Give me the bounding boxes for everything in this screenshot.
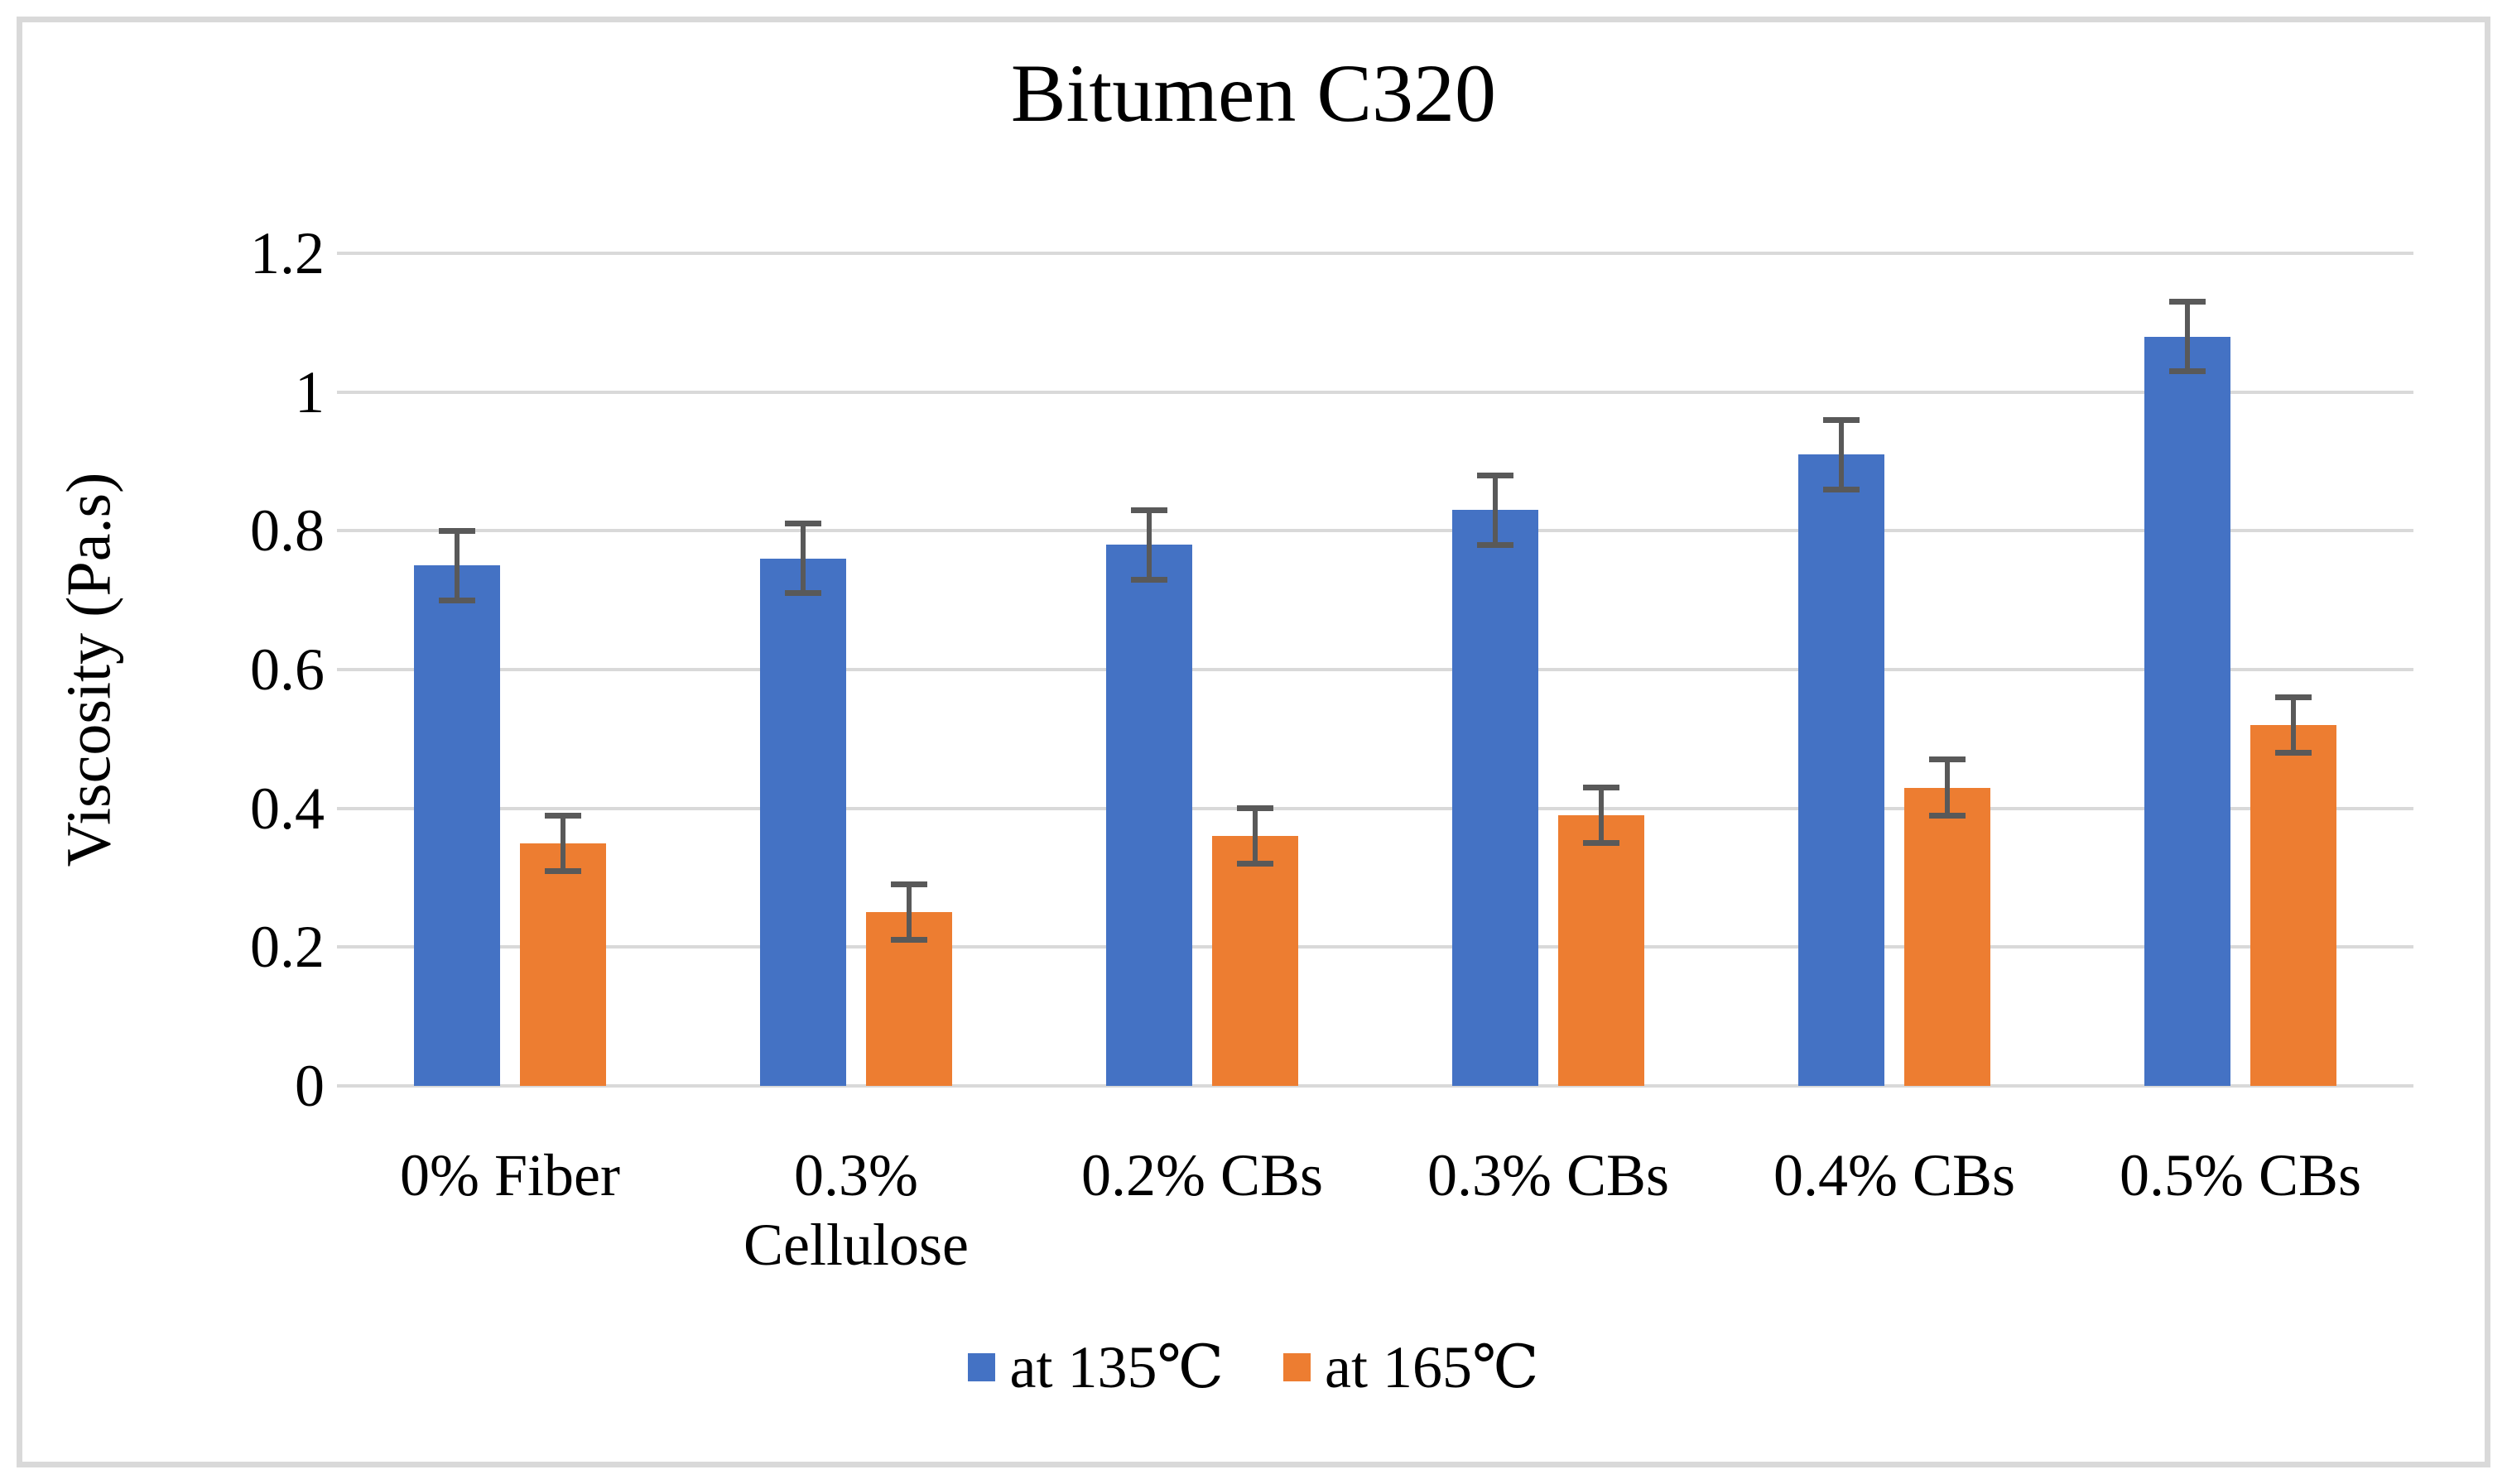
bar-at-135-0-4pct-cbs <box>1798 454 1884 1086</box>
y-tick-label-0-4: 0.4 <box>250 776 325 842</box>
legend-swatch-at-165c-icon <box>1283 1353 1311 1381</box>
gridline-0-2 <box>337 945 2413 949</box>
gridline-0-4 <box>337 806 2413 810</box>
error-cap-top-at-165-0-2pct-cbs <box>1237 805 1273 812</box>
category-label-0-3-pct-cellulose: 0.3% Cellulose <box>743 1142 969 1278</box>
error-cap-bottom-at-165-0-2pct-cbs <box>1237 861 1273 867</box>
error-cap-top-at-135-0pct-fiber <box>439 527 475 534</box>
error-cap-top-at-135-0-2pct-cbs <box>1131 507 1167 513</box>
bar-at-135-0-3pct-cellulose <box>760 558 846 1086</box>
legend-label-at-165c: at 165℃ <box>1325 1334 1539 1400</box>
error-cap-top-at-165-0-4pct-cbs <box>1929 756 1966 763</box>
chart-border-frame <box>17 17 2490 1467</box>
error-cap-top-at-135-0-3pct-cellulose <box>785 521 821 527</box>
error-bar-at-165-0-5pct-cbs <box>2291 697 2296 753</box>
error-cap-bottom-at-135-0-3pct-cbs <box>1477 541 1513 548</box>
x-axis-category-labels: 0% Fiber 0.3% Cellulose 0.2% CBs 0.3% CB… <box>337 1141 2413 1289</box>
gridline-0-8 <box>337 529 2413 533</box>
bar-at-165-0pct-fiber <box>520 843 606 1086</box>
bar-at-135-0-5pct-cbs <box>2144 336 2230 1086</box>
bar-at-165-0-3pct-cbs <box>1558 815 1644 1086</box>
error-cap-bottom-at-165-0-4pct-cbs <box>1929 812 1966 819</box>
error-cap-bottom-at-135-0-5pct-cbs <box>2169 368 2206 375</box>
gridline-0-6 <box>337 668 2413 671</box>
error-cap-top-at-135-0-3pct-cbs <box>1477 472 1513 478</box>
category-label-0-3-pct-cbs: 0.3% CBs <box>1427 1142 1670 1208</box>
error-cap-top-at-135-0-5pct-cbs <box>2169 299 2206 305</box>
error-cap-bottom-at-135-0-2pct-cbs <box>1131 576 1167 583</box>
category-label-0-2-pct-cbs: 0.2% CBs <box>1080 1142 1324 1208</box>
error-cap-bottom-at-165-0-5pct-cbs <box>2275 750 2312 756</box>
legend-item-at-165c: at 165℃ <box>1283 1334 1539 1400</box>
error-bar-at-135-0-5pct-cbs <box>2185 301 2190 372</box>
error-cap-top-at-165-0-5pct-cbs <box>2275 694 2312 701</box>
y-tick-label-0-2: 0.2 <box>250 914 325 980</box>
error-bar-at-165-0-3pct-cellulose <box>907 884 912 940</box>
chart-title: Bitumen C320 <box>1010 47 1497 139</box>
error-bar-at-165-0-2pct-cbs <box>1253 808 1258 864</box>
y-tick-label-1: 1 <box>295 359 325 425</box>
error-cap-top-at-165-0pct-fiber <box>545 812 581 819</box>
error-bar-at-135-0pct-fiber <box>455 531 460 601</box>
bar-at-135-0pct-fiber <box>414 565 500 1086</box>
error-bar-at-135-0-3pct-cellulose <box>801 523 806 593</box>
legend-label-at-135c: at 135℃ <box>1009 1334 1224 1400</box>
error-cap-top-at-165-0-3pct-cbs <box>1583 785 1619 791</box>
error-cap-bottom-at-135-0-3pct-cellulose <box>785 590 821 597</box>
bar-at-165-0-4pct-cbs <box>1904 787 1990 1086</box>
category-label-0-5-pct-cbs: 0.5% CBs <box>2119 1142 2362 1208</box>
legend: at 135℃ at 165℃ <box>0 1334 2507 1400</box>
error-bar-at-135-0-3pct-cbs <box>1493 475 1498 545</box>
gridline-1 <box>337 390 2413 394</box>
x-axis-line <box>337 1084 2413 1088</box>
category-label-0-4-pct-cbs: 0.4% CBs <box>1773 1142 2016 1208</box>
legend-item-at-135c: at 135℃ <box>968 1334 1224 1400</box>
error-bar-at-165-0-4pct-cbs <box>1945 760 1950 816</box>
bar-at-165-0-5pct-cbs <box>2250 725 2336 1086</box>
legend-swatch-at-135c-icon <box>968 1353 996 1381</box>
bar-at-165-0-2pct-cbs <box>1212 836 1298 1086</box>
error-cap-bottom-at-165-0-3pct-cellulose <box>891 937 927 944</box>
bar-at-135-0-2pct-cbs <box>1106 545 1192 1086</box>
error-cap-bottom-at-135-0-4pct-cbs <box>1823 486 1860 492</box>
error-cap-top-at-165-0-3pct-cellulose <box>891 881 927 888</box>
y-tick-label-0-8: 0.8 <box>250 497 325 564</box>
gridline-1-2 <box>337 252 2413 255</box>
error-cap-bottom-at-135-0pct-fiber <box>439 597 475 603</box>
error-cap-bottom-at-165-0-3pct-cbs <box>1583 840 1619 847</box>
category-label-0-pct-fiber: 0% Fiber <box>400 1142 620 1208</box>
error-cap-bottom-at-165-0pct-fiber <box>545 867 581 874</box>
error-bar-at-135-0-4pct-cbs <box>1839 420 1844 490</box>
bar-at-135-0-3pct-cbs <box>1452 510 1538 1086</box>
y-tick-label-0: 0 <box>295 1053 325 1119</box>
y-tick-label-0-6: 0.6 <box>250 636 325 703</box>
plot-area <box>337 252 2413 1088</box>
error-bar-at-135-0-2pct-cbs <box>1147 510 1152 580</box>
error-bar-at-165-0-3pct-cbs <box>1599 787 1604 843</box>
y-tick-label-1-2: 1.2 <box>250 220 325 286</box>
error-bar-at-165-0pct-fiber <box>561 815 565 872</box>
error-cap-top-at-135-0-4pct-cbs <box>1823 416 1860 423</box>
